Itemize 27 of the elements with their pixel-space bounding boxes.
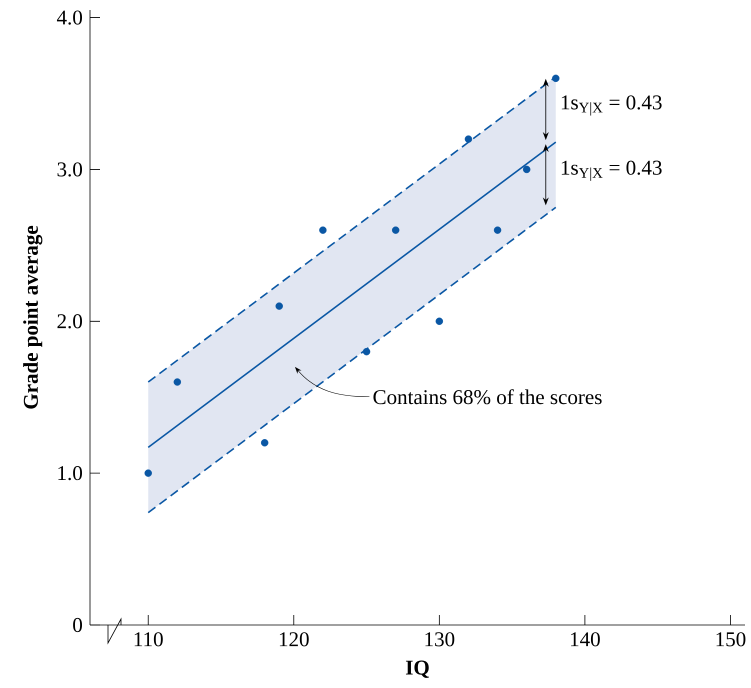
point [552, 74, 560, 82]
point [362, 348, 370, 356]
point [494, 226, 502, 234]
y-tick-label: 3.0 [58, 162, 82, 177]
point [144, 469, 152, 477]
point [276, 302, 283, 310]
y-axis-title: Grade point average [23, 226, 42, 409]
annotation: 1s$_{Y|X}$ = 0.43 [562, 95, 662, 116]
y-tick-label: 1.0 [58, 466, 82, 480]
point [319, 226, 327, 234]
point [522, 166, 530, 174]
x-tick-label: 120 [280, 632, 309, 646]
annotation: Contains 68% of the scores [373, 389, 602, 404]
point [464, 135, 472, 143]
point [260, 439, 268, 446]
x-tick-label: 140 [570, 632, 600, 646]
x-tick-label: 130 [425, 632, 454, 646]
y-tick-label: 0 [73, 618, 82, 632]
point [174, 378, 182, 386]
x-tick-label: 150 [716, 632, 746, 646]
x-tick-label: 110 [134, 632, 163, 646]
y-tick-label: 2.0 [57, 314, 82, 328]
x-axis-title: IQ [406, 660, 429, 678]
point [436, 318, 444, 325]
point [392, 226, 400, 234]
annotation: 1s$_{Y|X}$ = 0.43 [562, 160, 662, 181]
y-tick-label: 4.0 [56, 10, 82, 25]
